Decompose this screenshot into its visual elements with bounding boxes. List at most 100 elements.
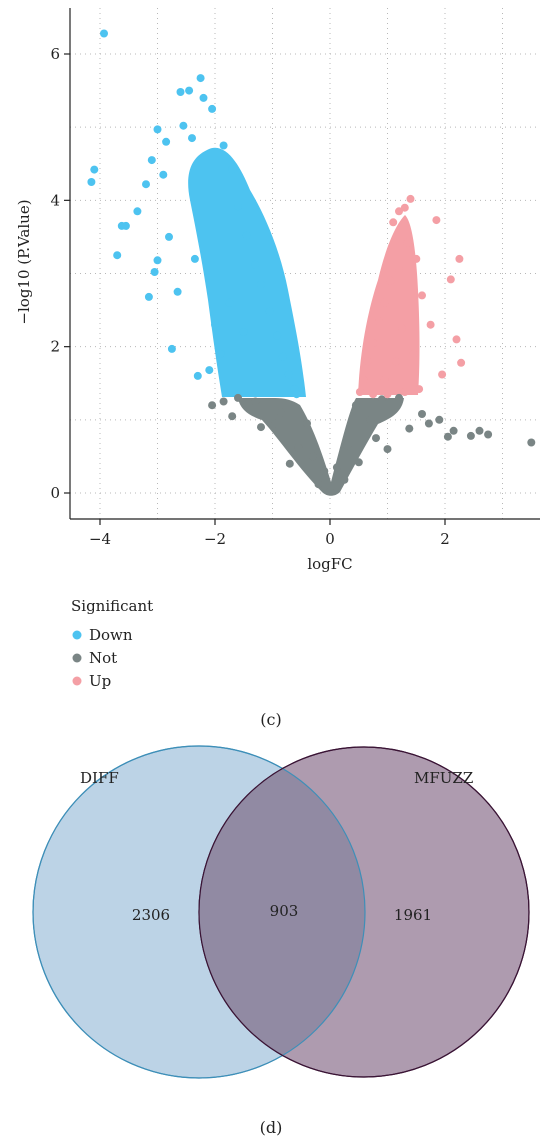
point-up [412, 254, 421, 263]
venn-count-both: 903 [270, 902, 299, 920]
x-axis-title: logFC [307, 555, 352, 573]
point-not [332, 463, 341, 472]
point-down [273, 331, 282, 340]
point-down [284, 370, 293, 379]
point-down [153, 125, 162, 134]
point-not [424, 419, 433, 428]
point-not [435, 415, 444, 424]
venn-outline-mfuzz [198, 746, 530, 1078]
point-not [466, 431, 475, 440]
point-not [303, 419, 311, 428]
point-not [527, 438, 536, 447]
point-down [251, 260, 260, 269]
point-not [285, 459, 294, 468]
point-not [395, 393, 403, 402]
point-down [173, 287, 182, 296]
legend-item-not: Not [72, 649, 117, 667]
point-up [457, 358, 466, 367]
point-not [257, 423, 265, 432]
point-down [190, 254, 199, 263]
point-not [340, 475, 349, 484]
point-up [359, 375, 368, 384]
point-down [113, 251, 122, 260]
point-up [389, 218, 398, 227]
point-down [167, 344, 176, 353]
x-tick-label: −4 [89, 530, 111, 548]
point-down [225, 298, 234, 307]
point-down [165, 232, 173, 241]
point-up [446, 275, 455, 284]
point-not [234, 393, 242, 402]
y-tick-label: 6 [50, 45, 60, 63]
x-tick-label: −2 [204, 530, 226, 548]
y-axis-title: −log10 (P.Value) [15, 199, 33, 324]
point-up [397, 324, 406, 333]
point-not [320, 467, 329, 476]
legend-swatch-up [72, 676, 82, 686]
point-not [219, 397, 228, 406]
up-cloud-shape [358, 215, 420, 395]
point-down [188, 134, 196, 143]
point-up [406, 194, 415, 203]
point-up [374, 317, 383, 326]
point-up [395, 207, 403, 216]
point-down [133, 207, 142, 216]
point-not [377, 395, 386, 404]
point-up [403, 238, 412, 247]
point-down [196, 74, 205, 83]
point-down [242, 231, 251, 240]
point-down [147, 156, 156, 165]
point-not [326, 487, 334, 496]
point-up [418, 291, 426, 300]
venn-overlap [199, 747, 365, 1077]
point-up [363, 357, 372, 366]
point-not [351, 401, 360, 410]
point-not [251, 397, 260, 406]
point-not [271, 419, 280, 428]
point-down [219, 141, 228, 150]
plot-axes [69, 8, 540, 520]
point-not [475, 426, 484, 435]
legend-item-up: Up [72, 672, 111, 690]
point-up [383, 390, 392, 399]
point-down [162, 137, 171, 146]
point-up [452, 335, 461, 344]
venn-label-diff: DIFF [80, 769, 119, 787]
point-down [159, 170, 168, 179]
point-up [386, 276, 395, 285]
down-regulated-cloud [188, 147, 306, 397]
x-tick-label: 0 [325, 530, 335, 548]
point-up [400, 388, 409, 396]
point-down [239, 328, 248, 336]
point-not [372, 434, 380, 443]
point-down [234, 202, 242, 211]
point-not [314, 480, 323, 489]
point-up [432, 216, 441, 225]
venn-diagram: DIFF MFUZZ 2306 903 1961 [32, 745, 530, 1079]
point-up [415, 385, 424, 394]
point-down [208, 104, 217, 113]
volcano-plot: −4 −2 0 2 0 2 4 6 logFC −log10 (P.Value) [15, 8, 540, 573]
point-up [395, 265, 403, 274]
down-cloud-shape [188, 147, 306, 397]
point-up [400, 203, 409, 212]
legend-item-down: Down [72, 626, 133, 644]
point-down [153, 256, 162, 265]
point-not [308, 452, 317, 461]
point-down [90, 165, 99, 174]
point-not [405, 424, 414, 433]
point-up [455, 254, 464, 263]
point-down [193, 371, 202, 380]
point-up [380, 298, 389, 307]
point-down [292, 390, 301, 399]
legend-label-up: Up [89, 672, 111, 690]
point-not [443, 432, 452, 441]
panel-label-c: (c) [260, 710, 281, 729]
point-not [418, 410, 426, 418]
point-down [257, 280, 265, 289]
point-not [277, 408, 286, 417]
venn-outline-diff [32, 745, 366, 1079]
point-up [409, 350, 418, 358]
point-up [369, 390, 378, 399]
axis-ticks: −4 −2 0 2 0 2 4 6 [50, 45, 449, 548]
